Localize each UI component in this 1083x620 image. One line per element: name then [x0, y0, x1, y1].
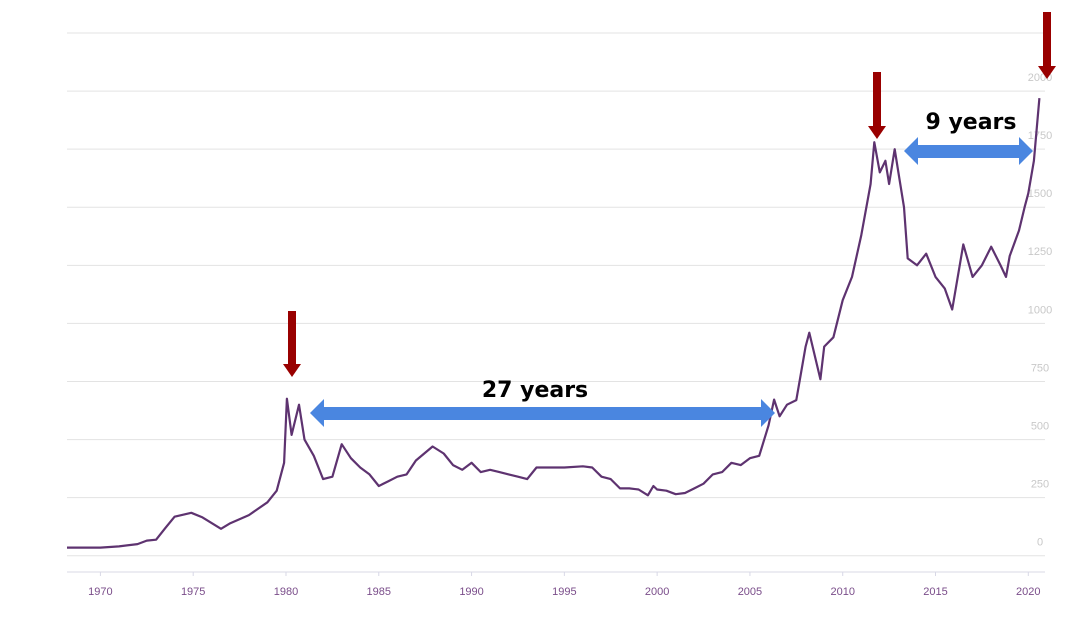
x-tick-label: 2005: [738, 586, 762, 598]
x-tick-label: 2015: [923, 586, 947, 598]
y-tick-label: 750: [1031, 362, 1049, 374]
x-tick-label: 1975: [181, 586, 205, 598]
y-tick-label: 1250: [1028, 246, 1052, 258]
y-tick-label: 1500: [1028, 188, 1052, 200]
red-arrow: [283, 12, 1056, 377]
x-tick-label: 1970: [88, 586, 112, 598]
y-tick-label: 0: [1037, 537, 1043, 549]
y-tick-label: 1750: [1028, 130, 1052, 142]
x-tick-label: 1980: [274, 586, 298, 598]
annotation: 9 years: [925, 110, 1016, 135]
x-tick-label: 2020: [1016, 586, 1040, 598]
price-line: [67, 98, 1041, 549]
x-tick-label: 2000: [645, 586, 669, 598]
y-tick-label: 250: [1031, 479, 1049, 491]
x-tick-label: 1985: [367, 586, 391, 598]
x-tick-label: 1990: [459, 586, 483, 598]
x-tick-label: 1995: [552, 586, 576, 598]
marks: 0 250 500 750 1000 1250 1500 1750 2000 1970 1975 19…: [67, 72, 1052, 598]
x-tick-label: 2010: [830, 586, 854, 598]
y-tick-label: 1000: [1028, 304, 1052, 316]
y-tick-label: 500: [1031, 420, 1049, 432]
blue-arrow: [310, 137, 1033, 427]
annotation: 27 years: [482, 378, 588, 403]
